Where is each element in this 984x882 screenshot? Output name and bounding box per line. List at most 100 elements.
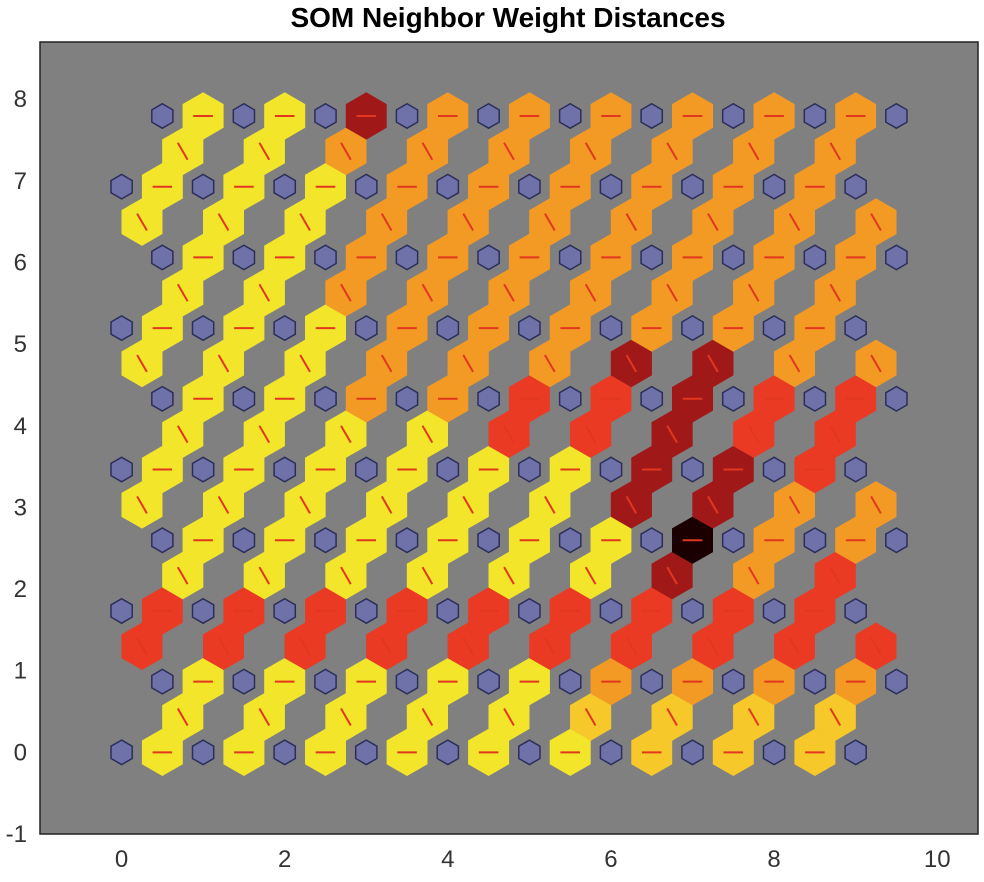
neighbor-connector (421, 142, 434, 161)
neighbor-connector (258, 142, 271, 161)
neighbor-connector (625, 213, 638, 231)
neighbor-connector (217, 495, 230, 514)
neighbor-connector (666, 425, 678, 444)
neighbor-connector (217, 354, 230, 373)
neuron (681, 739, 704, 766)
neighbor-connector (707, 354, 719, 373)
neuron (232, 668, 256, 695)
neighbor-connector (340, 283, 352, 302)
neuron (436, 597, 460, 625)
neuron (354, 456, 378, 483)
neighbor-connector (421, 425, 434, 444)
neuron (477, 102, 500, 130)
neuron (314, 102, 337, 130)
neuron (477, 527, 500, 554)
hex-distance-layer (121, 92, 897, 776)
neighbor-connector (666, 142, 678, 161)
neuron (518, 597, 541, 625)
neuron (518, 173, 541, 200)
neuron (599, 597, 623, 625)
neuron (232, 102, 256, 130)
neighbor-connector (421, 283, 434, 302)
neighbor-connector (258, 283, 271, 302)
neuron (681, 173, 704, 200)
neighbor-connector (503, 708, 515, 726)
neuron (721, 244, 745, 271)
neuron (191, 173, 215, 200)
neighbor-connector (666, 566, 678, 585)
neuron (844, 173, 867, 200)
neuron (885, 385, 908, 412)
neuron (354, 173, 378, 200)
neighbor-connector (217, 637, 230, 656)
neuron (844, 739, 867, 766)
neuron (640, 385, 664, 412)
neuron (232, 244, 256, 271)
neuron (803, 244, 827, 271)
neuron (640, 527, 664, 554)
neighbor-connector (625, 354, 638, 373)
neuron (232, 385, 256, 412)
neuron (314, 244, 337, 271)
neighbor-connector (544, 495, 556, 514)
neuron (395, 527, 419, 554)
neuron (151, 527, 174, 554)
neighbor-connector (380, 495, 393, 514)
neuron (640, 668, 664, 695)
x-axis: 0 2 4 6 8 10 (115, 846, 951, 873)
neighbor-connector (788, 637, 801, 656)
neuron (803, 527, 827, 554)
neuron (681, 315, 704, 342)
neighbor-connector (340, 566, 352, 585)
neuron (558, 244, 582, 271)
neighbor-connector (584, 566, 597, 585)
neuron (599, 739, 623, 766)
neighbor-connector (544, 354, 556, 373)
neighbor-connector (747, 708, 760, 726)
x-tick-label: 4 (441, 846, 454, 873)
neighbor-connector (584, 708, 597, 726)
neighbor-connector (462, 637, 474, 656)
neighbor-connector (584, 142, 597, 161)
neighbor-connector (503, 283, 515, 302)
neuron (803, 385, 827, 412)
neighbor-connector (380, 637, 393, 656)
neuron (477, 385, 500, 412)
neighbor-connector (503, 142, 515, 161)
y-tick-label: 3 (14, 494, 27, 521)
neuron (395, 102, 419, 130)
neuron (803, 102, 827, 130)
neighbor-connector (788, 495, 801, 514)
neighbor-connector (544, 213, 556, 232)
x-tick-label: 0 (115, 846, 128, 873)
neighbor-connector (380, 213, 393, 231)
neighbor-connector (829, 142, 842, 161)
neuron (640, 244, 664, 271)
neuron (395, 385, 419, 412)
neuron (762, 597, 786, 625)
neuron (436, 173, 460, 200)
neuron (110, 739, 133, 766)
neuron (477, 668, 500, 695)
neighbor-connector (747, 142, 760, 161)
neighbor-connector (544, 637, 556, 656)
neuron (314, 668, 337, 695)
neuron (191, 597, 215, 625)
neighbor-connector (707, 213, 719, 232)
neighbor-connector (584, 425, 597, 444)
neuron (354, 739, 378, 766)
neuron (762, 739, 786, 766)
neighbor-connector (421, 566, 434, 585)
neuron (599, 173, 623, 200)
neighbor-connector (462, 213, 474, 232)
chart-title: SOM Neighbor Weight Distances (290, 2, 725, 33)
neighbor-connector (299, 637, 311, 656)
neighbor-connector (870, 213, 882, 232)
neighbor-connector (666, 708, 678, 726)
neuron (110, 315, 133, 342)
neighbor-connector (503, 425, 515, 444)
neighbor-connector (707, 495, 719, 514)
neighbor-connector (176, 566, 189, 585)
neuron (273, 597, 297, 625)
neighbor-connector (707, 637, 719, 656)
